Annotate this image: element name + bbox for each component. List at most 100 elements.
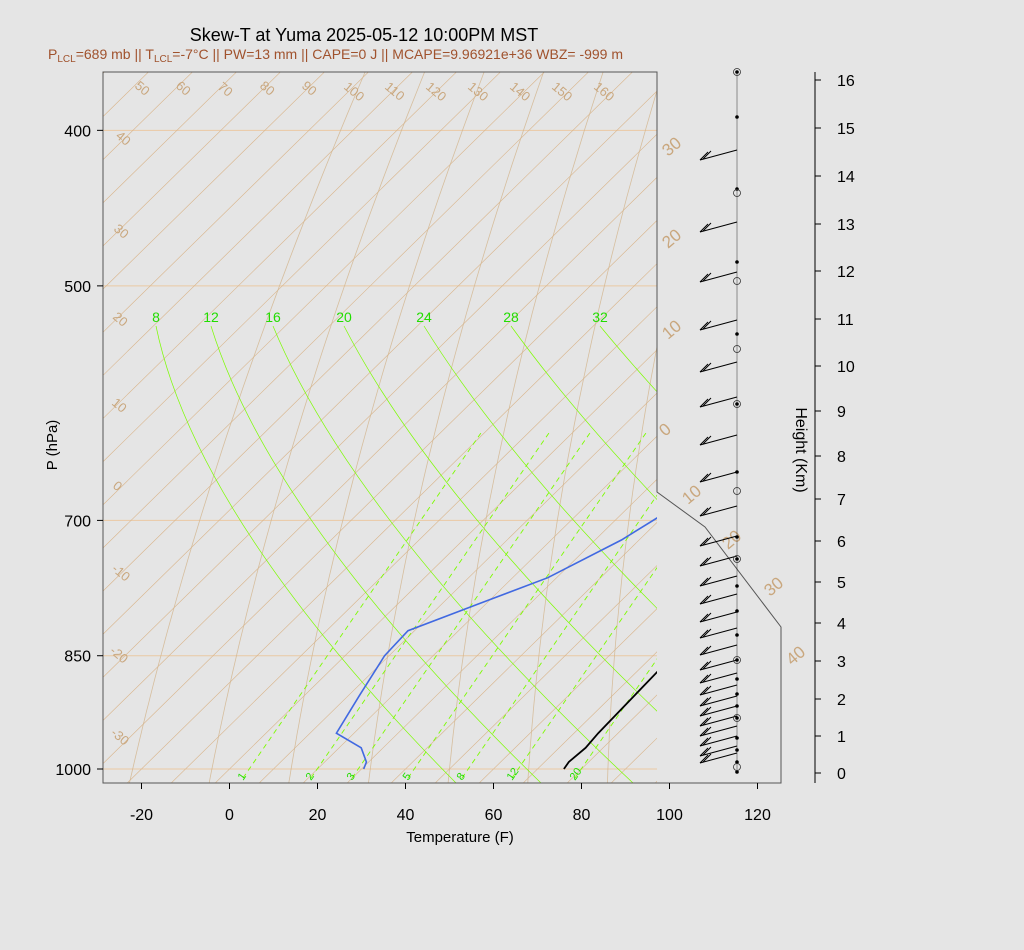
isotherm-line: [214, 349, 657, 783]
y-tick-label: 400: [64, 123, 91, 140]
wind-barb: [699, 705, 738, 717]
height-tick-label: 16: [837, 73, 855, 90]
barb-point: [735, 704, 739, 708]
barb-flag: [699, 661, 709, 671]
wet-bulb-label: 20: [658, 225, 685, 252]
barb-shaft: [699, 752, 738, 764]
barb-flag: [702, 435, 712, 445]
wind-barb: [699, 659, 738, 671]
barb-point: [735, 748, 739, 752]
barb-point: [735, 692, 739, 696]
barb-circle: [733, 68, 741, 76]
barb-flag: [702, 753, 712, 763]
wind-barb: [699, 695, 738, 707]
barb-point: [735, 535, 739, 539]
x-tick-label: 40: [397, 807, 415, 824]
height-tick-label: 15: [837, 121, 855, 138]
barb-flag: [702, 272, 712, 282]
height-tick-label: 7: [837, 492, 846, 509]
barb-point: [735, 332, 739, 336]
grid-layer: [103, 0, 1024, 835]
chart-title: Skew-T at Yuma 2025-05-12 10:00PM MST: [190, 25, 539, 45]
mixing-ratio-line: [407, 429, 649, 779]
isotherm-line: [103, 220, 657, 765]
mixing-ratio-label: 5: [401, 771, 414, 783]
axes-layer: 1001502002503004005007008501000-20020406…: [55, 123, 771, 824]
height-tick-label: 4: [837, 616, 846, 633]
wet-bulb-label: 10: [658, 316, 685, 343]
barb-circle: [733, 189, 741, 197]
wind-barb: [699, 752, 738, 764]
barb-flag: [699, 613, 709, 623]
isotherm-line: [690, 0, 1024, 835]
wind-barb: [699, 575, 738, 587]
barb-flag: [702, 673, 712, 683]
wind-barb: [699, 725, 738, 737]
height-tick-label: 5: [837, 575, 846, 592]
dry-adiabat-line: [606, 344, 657, 783]
barb-point: [735, 609, 739, 613]
moist-adiabat-line: [210, 325, 542, 783]
height-tick-label: 3: [837, 654, 846, 671]
barb-shaft: [699, 361, 738, 373]
barb-shaft: [699, 627, 738, 639]
barb-flag: [699, 707, 709, 717]
x-tick-label: 80: [573, 807, 591, 824]
moist-adiabat-label: 20: [336, 309, 352, 325]
mixing-ratio-line: [461, 494, 657, 779]
barb-point: [735, 760, 739, 764]
barb-point: [735, 260, 739, 264]
wind-barb: [699, 684, 738, 696]
barb-shaft: [699, 319, 738, 331]
barb-point: [735, 633, 739, 637]
mixing-ratio-label: 1: [236, 771, 249, 783]
x-tick-label: 20: [309, 807, 327, 824]
barb-flag: [699, 273, 709, 283]
barb-flag: [699, 717, 709, 727]
barb-shaft: [699, 221, 738, 233]
barb-circle: [733, 400, 741, 408]
barb-shaft: [699, 705, 738, 717]
barb-point: [735, 677, 739, 681]
isotherm-line: [258, 392, 657, 783]
barb-flag: [699, 686, 709, 696]
barb-shaft: [699, 434, 738, 446]
barb-point: [735, 736, 739, 740]
barb-shaft: [699, 659, 738, 671]
wet-bulb-label: 30: [760, 573, 787, 600]
wind-barb: [699, 535, 738, 547]
barb-flag: [702, 628, 712, 638]
barb-shaft: [699, 471, 738, 483]
barb-shaft: [699, 735, 738, 747]
barb-shaft: [699, 672, 738, 684]
barb-flag: [702, 685, 712, 695]
height-tick-label: 10: [837, 359, 855, 376]
barb-shaft: [699, 149, 738, 161]
wind-barb: [699, 593, 738, 605]
barb-circle: [733, 656, 741, 664]
wind-barb: [699, 611, 738, 623]
barb-flag: [699, 646, 709, 656]
height-tick-label: 6: [837, 534, 846, 551]
barb-shaft: [699, 505, 738, 517]
barb-point: [735, 716, 739, 720]
wind-barb: [699, 644, 738, 656]
barb-flag: [702, 594, 712, 604]
barb-flag: [702, 150, 712, 160]
height-tick-label: 0: [837, 766, 846, 783]
barb-flag: [699, 747, 709, 757]
height-tick-label: 9: [837, 404, 846, 421]
barb-flag: [702, 660, 712, 670]
dry-adiabat-line: [368, 72, 545, 783]
barb-shaft: [699, 684, 738, 696]
dry-adiabat-line: [841, 0, 1024, 803]
isotherm-line: [646, 0, 1024, 835]
barb-flag: [702, 645, 712, 655]
height-tick-label: 2: [837, 692, 846, 709]
barb-circle: [733, 277, 741, 285]
barb-flag: [699, 507, 709, 517]
barb-flag: [702, 506, 712, 516]
height-tick-label: 13: [837, 217, 855, 234]
y-tick-label: 700: [64, 513, 91, 530]
